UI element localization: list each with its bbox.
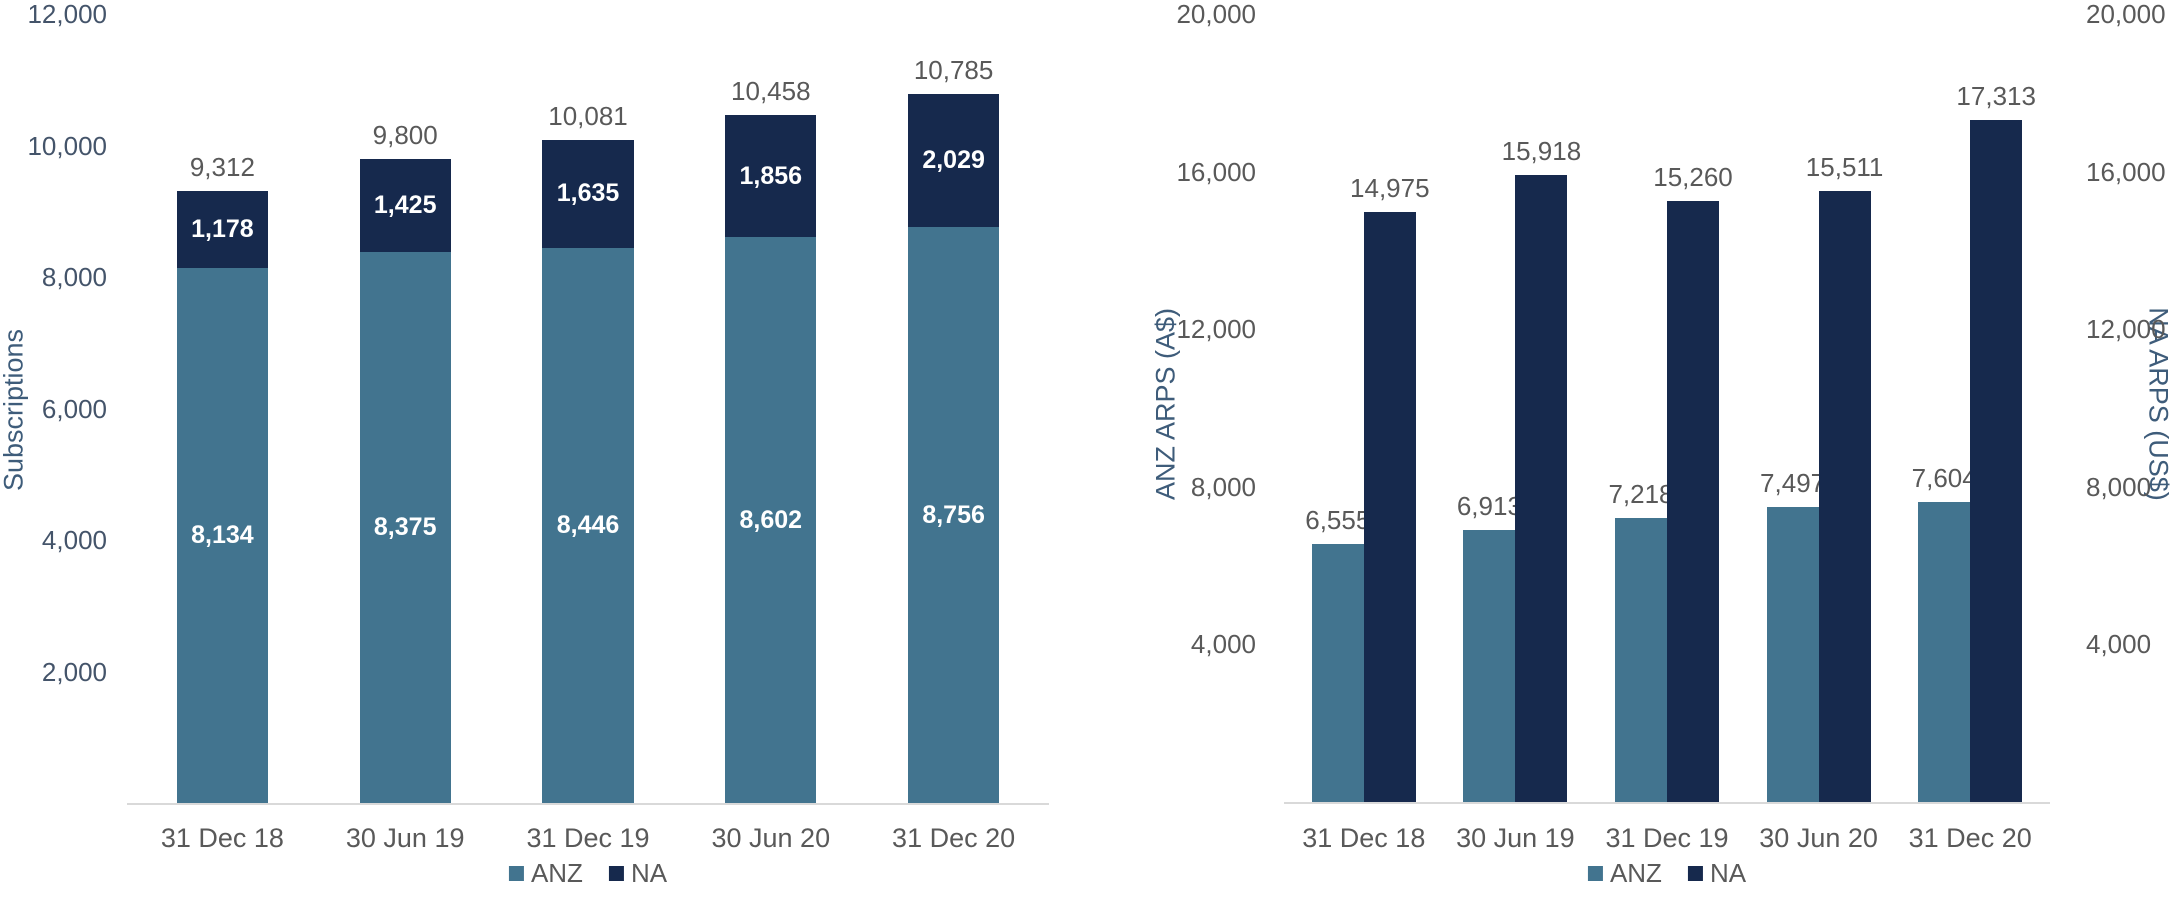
y-tick-label: 16,000 [1176, 156, 1256, 187]
bar-value-label: 15,511 [1805, 151, 1884, 182]
bar-segment-anz [725, 237, 817, 803]
bar-value-label: 15,260 [1653, 161, 1733, 192]
bar-total-label: 9,312 [189, 151, 255, 182]
bar-na [1970, 119, 2023, 802]
legend-label: NA [630, 858, 668, 888]
na-legend-swatch [608, 865, 624, 881]
x-category-label: 31 Dec 20 [892, 823, 1016, 853]
y-tick-label: 4,000 [2086, 629, 2152, 660]
bar-segment-na [725, 115, 817, 238]
bar-total-label: 9,800 [372, 119, 438, 150]
legend-item: ANZ [1587, 858, 1662, 888]
x-category-label: 31 Dec 20 [1908, 823, 2032, 853]
legend-item: NA [1687, 858, 1747, 888]
y-tick-label: 6,000 [41, 393, 107, 424]
bar-segment-value-label: 8,446 [556, 510, 620, 539]
bar-segment-value-label: 1,178 [191, 214, 254, 243]
bar-anz [1918, 502, 1971, 802]
bar-segment-na [542, 140, 634, 248]
bar-value-label: 6,913 [1456, 490, 1522, 521]
bar-anz [1463, 529, 1516, 802]
legend-label: ANZ [530, 858, 583, 888]
bar-value-label: 7,604 [1911, 463, 1977, 494]
anz-legend-swatch [508, 865, 524, 881]
bar-total-label: 10,458 [731, 76, 811, 107]
bar-value-label: 17,313 [1956, 80, 2036, 111]
legend-item: ANZ [508, 858, 583, 888]
bar-value-label: 7,497 [1760, 467, 1826, 498]
bar-na [1667, 200, 1719, 802]
bar-segment-value-label: 1,635 [556, 179, 620, 208]
x-category-label: 31 Dec 19 [1605, 823, 1729, 853]
y-tick-label: 4,000 [1190, 629, 1256, 660]
y-tick-label: 12,000 [1176, 314, 1256, 345]
x-category-label: 30 Jun 19 [1456, 823, 1575, 853]
bar-segment-anz [176, 268, 269, 803]
na-legend-swatch [1687, 865, 1703, 881]
bar-segment-value-label: 8,375 [373, 513, 437, 542]
y-tick-label: 10,000 [27, 130, 107, 161]
bar-segment-value-label: 8,602 [739, 505, 803, 534]
bar-segment-na [359, 158, 451, 253]
bar-na [1818, 190, 1871, 802]
bar-anz [1615, 517, 1667, 802]
legend-label: NA [1709, 858, 1747, 888]
subscriptions-x-axis-line [127, 803, 1049, 805]
subscriptions-legend: ANZ NA [508, 858, 668, 888]
bar-total-label: 10,785 [913, 54, 994, 85]
y-tick-label: 20,000 [2086, 0, 2166, 29]
y-tick-label: 8,000 [1190, 471, 1256, 502]
bar-segment-anz [542, 247, 634, 803]
bar-segment-value-label: 1,425 [373, 190, 437, 219]
y-tick-label: 8,000 [41, 262, 107, 292]
bar-anz [1766, 506, 1819, 802]
x-category-label: 30 Jun 20 [711, 823, 831, 853]
bar-segment-anz [907, 227, 1000, 803]
y-tick-label: 12,000 [2086, 314, 2166, 345]
bar-segment-value-label: 1,856 [739, 161, 803, 190]
bar-na [1515, 174, 1568, 802]
anz-legend-swatch [1587, 865, 1603, 881]
y-tick-label: 12,000 [27, 0, 107, 29]
bar-segment-na [176, 190, 269, 269]
bar-segment-value-label: 8,134 [191, 521, 254, 550]
bar-value-label: 7,218 [1608, 478, 1674, 509]
legend-label: ANZ [1609, 858, 1662, 888]
x-category-label: 31 Dec 18 [1302, 823, 1426, 853]
bar-segment-value-label: 8,756 [922, 500, 985, 529]
arps-x-axis-line [1284, 802, 2050, 804]
bar-segment-na [907, 93, 1000, 228]
x-category-label: 30 Jun 19 [345, 823, 465, 853]
bar-value-label: 15,918 [1501, 135, 1582, 166]
legend-item: NA [608, 858, 668, 888]
bar-total-label: 10,081 [548, 101, 628, 132]
arps-legend: ANZ NA [1587, 858, 1747, 888]
bar-segment-value-label: 2,029 [922, 146, 985, 175]
x-category-label: 30 Jun 20 [1759, 823, 1878, 853]
bar-anz [1311, 543, 1364, 802]
y-tick-label: 16,000 [2086, 156, 2166, 187]
y-tick-label: 8,000 [2086, 471, 2152, 502]
y-tick-label: 20,000 [1176, 0, 1256, 29]
bar-value-label: 14,975 [1350, 172, 1430, 203]
y-tick-label: 2,000 [41, 656, 107, 687]
bar-na [1363, 211, 1416, 802]
bar-segment-anz [359, 252, 451, 803]
x-category-label: 31 Dec 18 [160, 823, 284, 853]
x-category-label: 31 Dec 19 [526, 823, 650, 853]
bar-value-label: 6,555 [1305, 504, 1371, 535]
y-tick-label: 4,000 [41, 525, 107, 555]
